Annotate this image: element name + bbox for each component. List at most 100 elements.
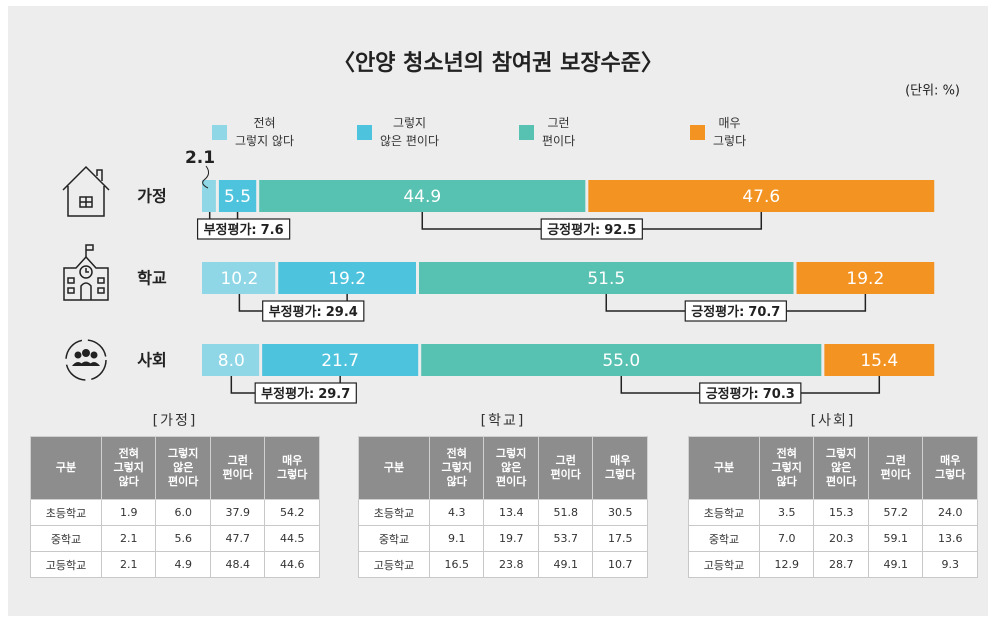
summary-box	[196, 218, 291, 240]
table-header-cell: 전혀 그렇지 않다	[758, 436, 815, 500]
value-label: 2.1	[185, 148, 215, 168]
table-cell: 중학교	[358, 525, 430, 552]
label-leader	[202, 165, 210, 189]
table-cell: 고등학교	[30, 551, 102, 578]
table-cell: 49.1	[867, 551, 924, 578]
table-header-cell: 그런 편이다	[537, 436, 594, 500]
summary-value: 29.4	[326, 305, 358, 320]
table-header-row: 구분 전혀 그렇지 않다 그렇지 않은 편이다 그런 편이다 매우 그렇다	[358, 436, 648, 500]
category-label: 가정	[137, 187, 166, 206]
table-title: [학교]	[480, 413, 526, 429]
summary-value: 92.5	[604, 223, 636, 238]
summary-box	[254, 382, 357, 404]
data-table-block: [가정] 구분 전혀 그렇지 않다 그렇지 않은 편이다 그런 편이다 매우 그렇다 초등학…	[30, 410, 320, 578]
table-cell: 12.9	[758, 551, 815, 578]
value-label: 55.0	[602, 351, 640, 371]
bar-segment	[262, 344, 419, 376]
table-cell: 고등학교	[358, 551, 430, 578]
summary-name: 긍정평가:	[691, 304, 744, 320]
bar-segment	[278, 262, 417, 294]
legend-item: 그런 편이다	[519, 114, 575, 150]
table-header-row: 구분 전혀 그렇지 않다 그렇지 않은 편이다 그런 편이다 매우 그렇다	[30, 436, 320, 500]
table-cell: 초등학교	[358, 499, 430, 526]
table-cell: 49.1	[537, 551, 594, 578]
table-cell: 7.0	[758, 525, 815, 552]
table-cell: 53.7	[537, 525, 594, 552]
table-row: 고등학교 16.5 23.8 49.1 10.7	[358, 551, 648, 578]
bar-segment	[202, 180, 216, 212]
legend-label: 그런 편이다	[542, 116, 576, 148]
bar-segment	[259, 180, 586, 212]
table-cell: 44.6	[264, 551, 320, 578]
table-row: 초등학교 1.9 6.0 37.9 54.2	[30, 499, 320, 526]
legend-swatch	[690, 124, 705, 140]
table-header-cell: 그런 편이다	[209, 436, 266, 500]
table-cell: 9.3	[922, 551, 978, 578]
summary-label: 긍정평가: 70.7	[691, 304, 780, 320]
table-cell: 16.5	[428, 551, 485, 578]
data-table: 구분 전혀 그렇지 않다 그렇지 않은 편이다 그런 편이다 매우 그렇다 초등학교 1.9…	[30, 436, 320, 578]
table-cell: 13.4	[483, 499, 539, 526]
table-header-cell: 매우 그렇다	[264, 436, 320, 500]
table-header-cell: 매우 그렇다	[922, 436, 978, 500]
unit-label: (단위: %)	[905, 84, 960, 99]
summary-name: 부정평가:	[204, 222, 257, 238]
table-cell: 24.0	[922, 499, 978, 526]
table-cell: 3.5	[758, 499, 815, 526]
house-icon	[62, 165, 110, 217]
summary-name: 부정평가:	[269, 304, 322, 320]
summary-box	[699, 382, 802, 404]
legend-label: 매우 그렇다	[713, 116, 747, 148]
table-row: 고등학교 12.9 28.7 49.1 9.3	[688, 551, 978, 578]
table-cell: 4.3	[428, 499, 485, 526]
table-cell: 19.7	[483, 525, 539, 552]
summary-box	[540, 218, 643, 240]
table-header-cell: 구분	[30, 436, 102, 500]
summary-value: 29.7	[318, 387, 350, 402]
table-header-cell: 그렇지 않은 편이다	[483, 436, 539, 500]
table-cell: 5.6	[155, 525, 211, 552]
value-label: 15.4	[860, 351, 898, 371]
table-cell: 1.9	[100, 499, 157, 526]
bar-segment	[202, 344, 260, 376]
table-cell: 2.1	[100, 551, 157, 578]
table-cell: 30.5	[592, 499, 648, 526]
table-header-cell: 구분	[688, 436, 760, 500]
bar-segment	[796, 262, 935, 294]
summary-label: 부정평가: 29.7	[261, 386, 350, 402]
summary-box	[262, 300, 365, 322]
table-cell: 59.1	[867, 525, 924, 552]
category-label: 사회	[137, 351, 166, 370]
value-label: 44.9	[403, 187, 441, 207]
value-label: 47.6	[742, 187, 780, 207]
table-header-cell: 그렇지 않은 편이다	[155, 436, 211, 500]
table-row: 초등학교 4.3 13.4 51.8 30.5	[358, 499, 648, 526]
table-cell: 6.0	[155, 499, 211, 526]
value-label: 19.2	[328, 269, 366, 289]
table-cell: 17.5	[592, 525, 648, 552]
table-header-cell: 그렇지 않은 편이다	[813, 436, 869, 500]
table-cell: 2.1	[100, 525, 157, 552]
table-cell: 중학교	[688, 525, 760, 552]
summary-label: 긍정평가: 92.5	[547, 222, 636, 238]
legend-swatch	[357, 124, 372, 140]
table-cell: 57.2	[867, 499, 924, 526]
table-header-cell: 전혀 그렇지 않다	[100, 436, 157, 500]
table-cell: 초등학교	[30, 499, 102, 526]
bar-segment	[419, 262, 794, 294]
legend-label: 그렇지 않은 편이다	[380, 116, 440, 148]
legend-swatch	[212, 124, 227, 140]
table-cell: 고등학교	[688, 551, 760, 578]
table-row: 중학교 2.1 5.6 47.7 44.5	[30, 525, 320, 552]
summary-label: 긍정평가: 70.3	[706, 386, 795, 402]
bar-segment	[588, 180, 935, 212]
table-cell: 9.1	[428, 525, 485, 552]
table-cell: 51.8	[537, 499, 594, 526]
summary-name: 부정평가:	[261, 386, 314, 402]
table-row: 중학교 7.0 20.3 59.1 13.6	[688, 525, 978, 552]
data-table-block: [학교] 구분 전혀 그렇지 않다 그렇지 않은 편이다 그런 편이다 매우 그렇다 초등학…	[358, 410, 648, 578]
table-cell: 초등학교	[688, 499, 760, 526]
table-cell: 54.2	[264, 499, 320, 526]
summary-label: 부정평가: 7.6	[204, 222, 284, 238]
